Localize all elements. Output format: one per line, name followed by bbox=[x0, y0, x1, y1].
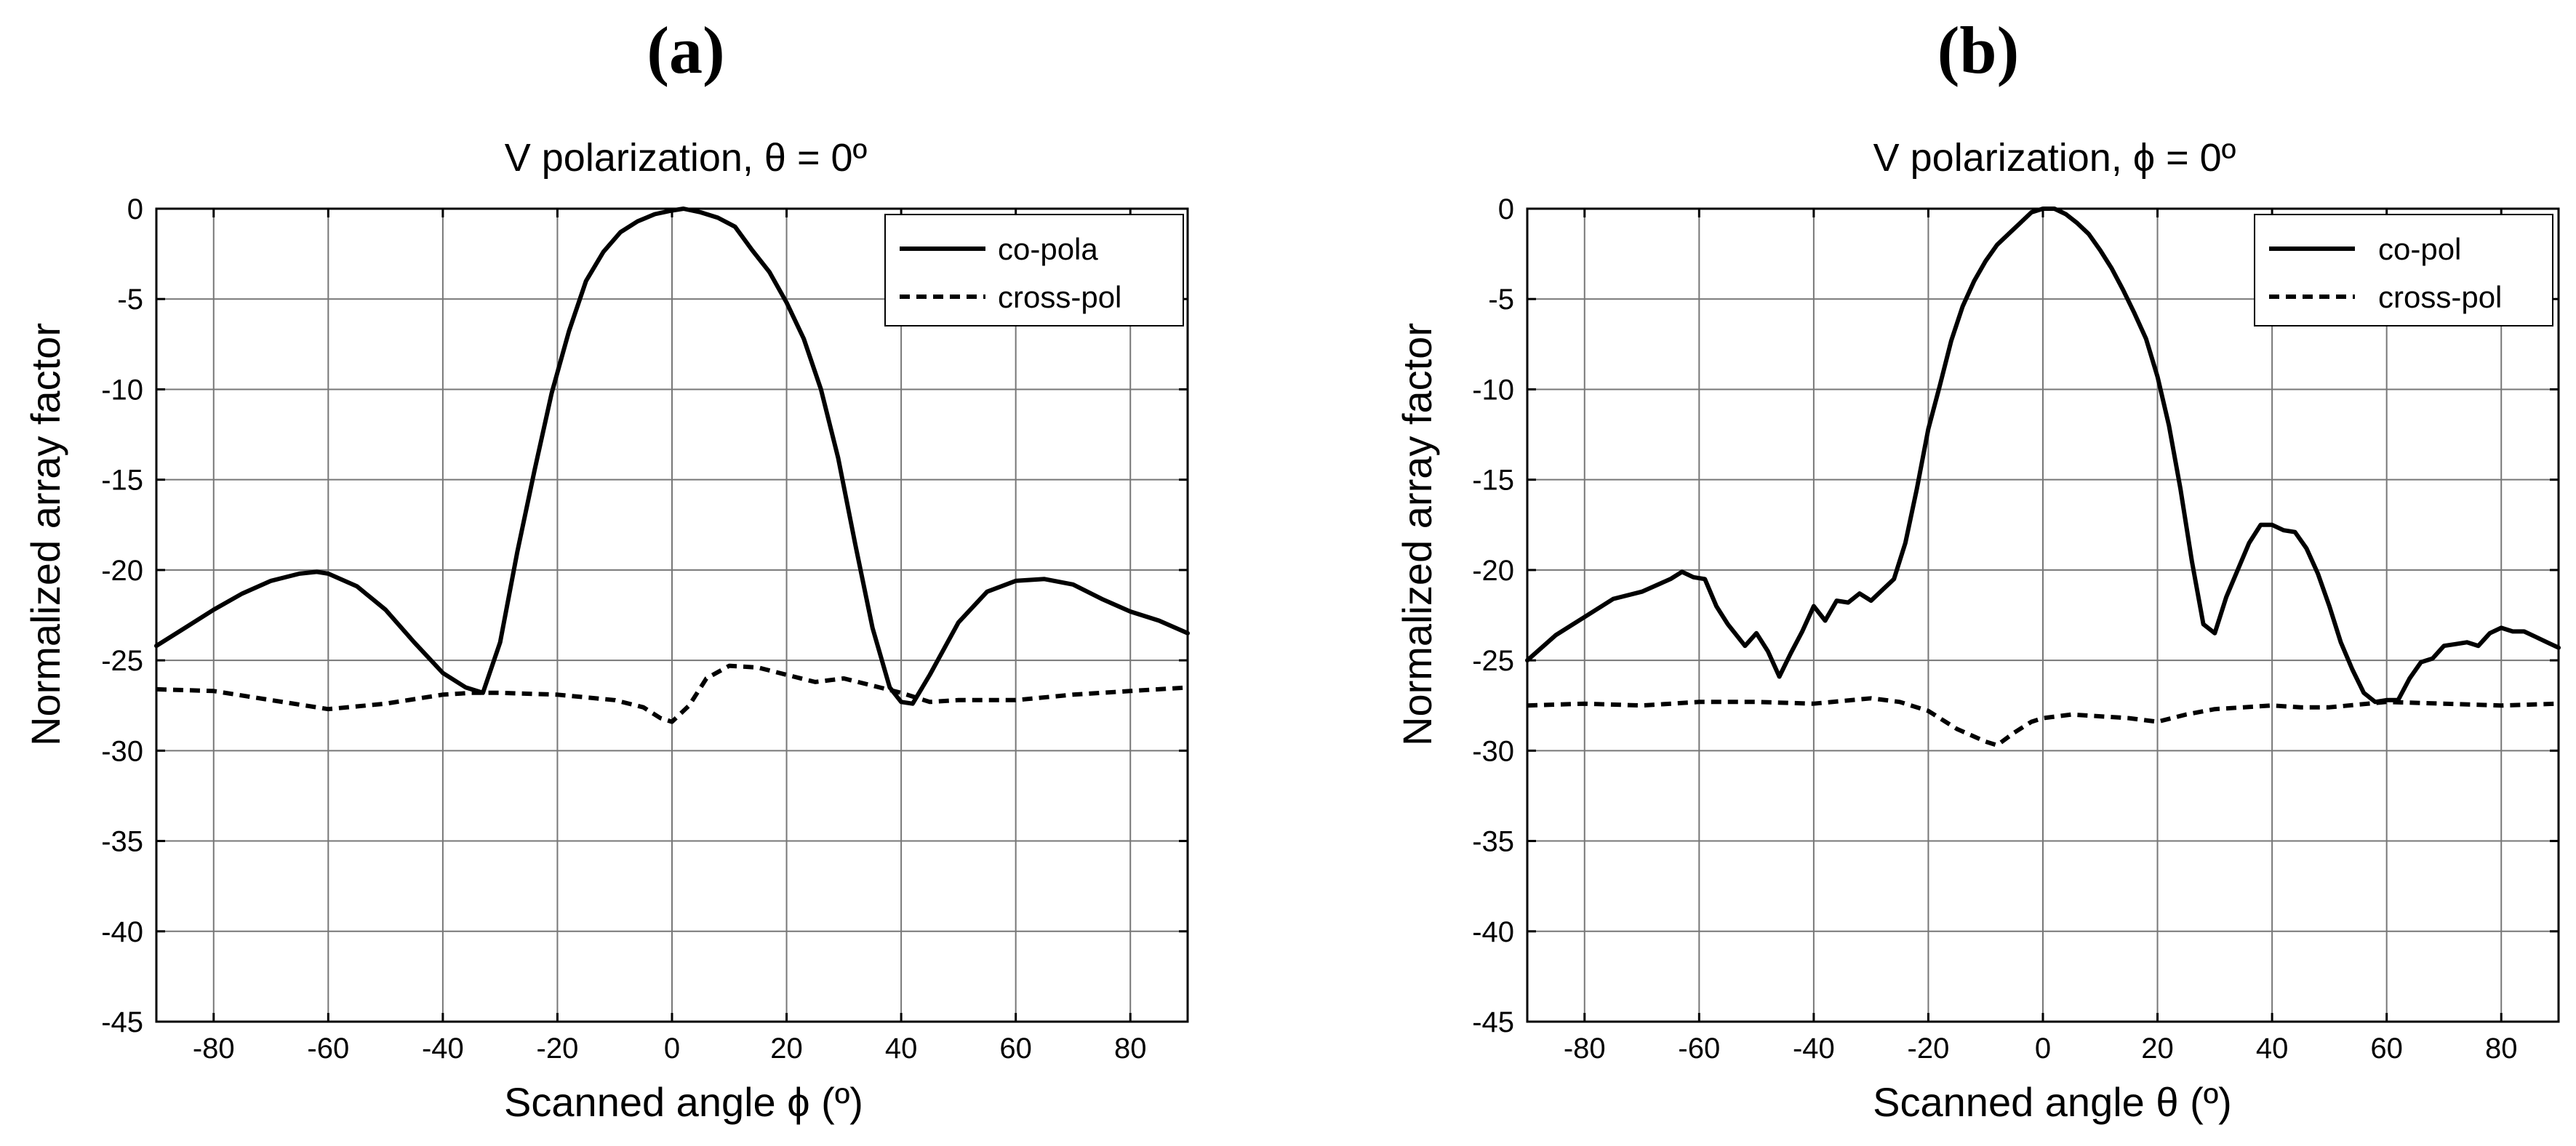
x-tick-label: 20 bbox=[770, 1033, 803, 1065]
x-tick-label: -80 bbox=[193, 1033, 235, 1065]
y-tick-label: -40 bbox=[1472, 916, 1514, 948]
y-tick-label: -30 bbox=[101, 735, 143, 767]
x-tick-label: 0 bbox=[664, 1033, 680, 1065]
y-tick-label: 0 bbox=[127, 193, 143, 225]
legend-box bbox=[884, 214, 1184, 326]
x-tick-label: -60 bbox=[1678, 1033, 1720, 1065]
legend-label-co-pola: co-pola bbox=[998, 232, 1098, 266]
plot-area: -80 -60 -40 -20 0 20 40 60 80 0 -5 -10 -15 -20 -25 -30 -… bbox=[1472, 193, 2561, 1065]
y-tick-label: -20 bbox=[1472, 555, 1514, 587]
series-line-cross-pol bbox=[1527, 696, 2559, 748]
x-tick-label: -40 bbox=[1793, 1033, 1835, 1065]
x-tick-label: 0 bbox=[2035, 1033, 2051, 1065]
panel-label: (b) bbox=[1937, 13, 2019, 87]
x-tick-label: 40 bbox=[2256, 1033, 2289, 1065]
x-tick-label: 60 bbox=[999, 1033, 1032, 1065]
x-axis-label: Scanned angle θ (º) bbox=[1873, 1079, 2232, 1125]
x-tick-label: 60 bbox=[2370, 1033, 2403, 1065]
series-line-cross-pol bbox=[156, 663, 1188, 724]
legend-box bbox=[2254, 214, 2553, 326]
legend-label-cross-pol: cross-pol bbox=[2378, 280, 2502, 314]
x-tick-label: 20 bbox=[2141, 1033, 2174, 1065]
y-tick-label: -45 bbox=[1472, 1006, 1514, 1038]
y-axis-label: Normalized array factor bbox=[23, 323, 68, 746]
x-tick-label: -40 bbox=[422, 1033, 464, 1065]
x-axis-label: Scanned angle ϕ (º) bbox=[504, 1079, 863, 1125]
y-tick-label: -10 bbox=[1472, 374, 1514, 406]
x-tick-label: 80 bbox=[2485, 1033, 2518, 1065]
y-tick-label: 0 bbox=[1498, 193, 1514, 225]
y-tick-label: -35 bbox=[1472, 826, 1514, 858]
y-tick-label: -25 bbox=[101, 645, 143, 677]
series-line-co-pol bbox=[1525, 207, 2561, 705]
legend: co-pol cross-pol bbox=[2254, 214, 2553, 326]
y-axis-label: Normalized array factor bbox=[1394, 323, 1440, 746]
legend-label-co-pol: co-pol bbox=[2378, 232, 2461, 266]
chart-panel-a: (a) V polarization, θ = 0º -80 -60 -40 -20 0… bbox=[23, 13, 1190, 1125]
legend: co-pola cross-pol bbox=[884, 214, 1184, 326]
chart-title: V polarization, ϕ = 0º bbox=[1873, 136, 2236, 180]
chart-panel-b: (b) V polarization, ϕ = 0º -80 -60 -40 -20 0… bbox=[1394, 13, 2561, 1125]
plot-area: -80 -60 -40 -20 0 20 40 60 80 0 -5 -10 -15 -20 -25 -30 -… bbox=[101, 193, 1190, 1065]
y-tick-label: -25 bbox=[1472, 645, 1514, 677]
y-tick-label: -5 bbox=[117, 284, 143, 316]
y-tick-label: -35 bbox=[101, 826, 143, 858]
y-tick-label: -10 bbox=[101, 374, 143, 406]
y-tick-label: -5 bbox=[1488, 284, 1514, 316]
y-tick-label: -15 bbox=[1472, 465, 1514, 497]
x-tick-label: -20 bbox=[537, 1033, 579, 1065]
x-tick-label: -60 bbox=[307, 1033, 349, 1065]
y-tick-label: -30 bbox=[1472, 735, 1514, 767]
x-tick-label: 80 bbox=[1114, 1033, 1147, 1065]
x-tick-label: -80 bbox=[1564, 1033, 1606, 1065]
legend-label-cross-pol: cross-pol bbox=[998, 280, 1121, 314]
y-tick-label: -15 bbox=[101, 465, 143, 497]
chart-title: V polarization, θ = 0º bbox=[505, 136, 868, 180]
panel-label: (a) bbox=[647, 13, 724, 87]
x-tick-label: -20 bbox=[1908, 1033, 1950, 1065]
x-tick-label: 40 bbox=[885, 1033, 918, 1065]
y-tick-label: -45 bbox=[101, 1006, 143, 1038]
y-tick-label: -40 bbox=[101, 916, 143, 948]
y-tick-label: -20 bbox=[101, 555, 143, 587]
